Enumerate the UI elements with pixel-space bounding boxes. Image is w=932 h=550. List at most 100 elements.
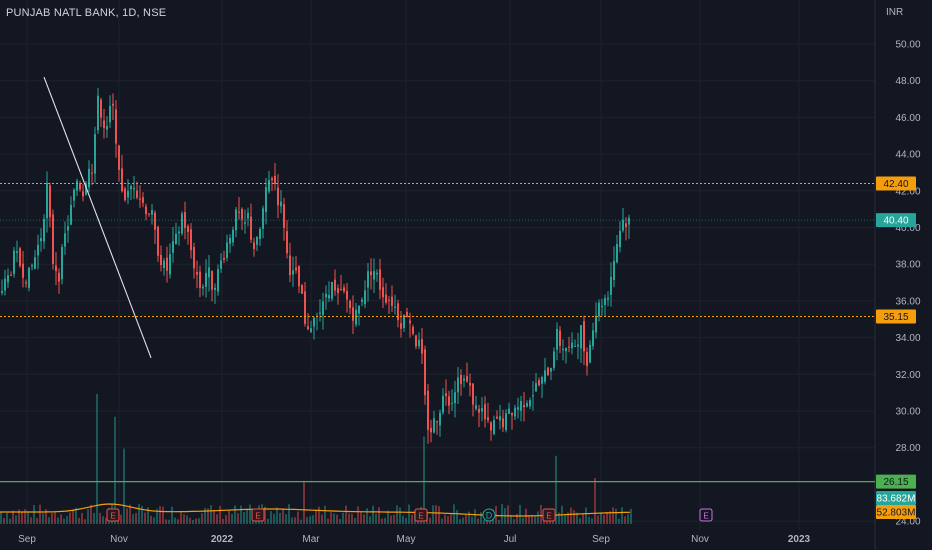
volume-bar [387, 510, 389, 524]
price-axis-tick-label: 28.00 [895, 443, 920, 454]
volume-bar [186, 515, 188, 524]
candle-body [259, 229, 261, 239]
candle-body [622, 219, 624, 231]
volume-bar [585, 507, 587, 524]
candle-body [70, 205, 72, 225]
volume-bar [339, 519, 341, 524]
volume-bar [444, 514, 446, 524]
volume-bar [120, 514, 122, 524]
volume-bar [393, 514, 395, 524]
candle-body [481, 408, 483, 412]
volume-bar [432, 505, 434, 524]
volume-bar [507, 505, 509, 524]
candle-body [157, 226, 159, 256]
candle-body [172, 241, 174, 253]
candle-body [628, 217, 630, 225]
volume-bar [612, 507, 614, 524]
candle-body [28, 267, 30, 288]
candle-body [250, 216, 252, 240]
volume-bar [603, 514, 605, 524]
volume-bar [246, 509, 248, 524]
candle-body [451, 402, 453, 404]
level-tag: 42.40 [883, 179, 908, 190]
candle-body [580, 325, 582, 349]
volume-bar [273, 513, 275, 524]
candle-body [25, 282, 27, 284]
volume-bar [102, 516, 104, 524]
volume-bar [84, 519, 86, 524]
time-axis[interactable]: Sep Nov 2022 Mar May Jul Sep Nov 2023 [18, 534, 810, 545]
volume-bar [459, 519, 461, 524]
candle-body [43, 219, 45, 242]
volume-bar [516, 514, 518, 524]
horizontal-levels[interactable] [0, 182, 875, 483]
candle-body [112, 103, 114, 106]
level-tag-bg [876, 309, 916, 324]
volume-bar [312, 515, 314, 524]
candle-body [136, 190, 138, 198]
volume-bar [501, 504, 503, 524]
volume-bar [114, 416, 116, 524]
volume-bar [570, 507, 572, 524]
volume-bar [3, 518, 5, 524]
volume-bar [411, 514, 413, 524]
price-axis[interactable]: 50.00 48.00 46.00 44.00 42.00 40.00 38.00 36.00… [895, 40, 920, 528]
candle-body [325, 294, 327, 298]
volume-average-tag-bg [876, 505, 916, 519]
candle-body [262, 208, 264, 229]
volume-bar [267, 518, 269, 524]
volume-bar [99, 512, 101, 524]
trendline[interactable] [43, 76, 152, 358]
candle-body [1, 291, 3, 293]
candle-body [334, 279, 336, 291]
volume-bar [615, 508, 617, 524]
candle-body [244, 222, 246, 224]
volume-bar [438, 506, 440, 524]
volume-tag: 83.682M [877, 494, 916, 505]
candle-body [556, 328, 558, 350]
candle-body [427, 390, 429, 430]
candle-body [388, 299, 390, 301]
volume-bar [597, 515, 599, 524]
volume-bar [324, 505, 326, 524]
volume-bar [441, 518, 443, 524]
candle-body [553, 351, 555, 368]
candle-body [130, 185, 132, 190]
volume-bar [405, 517, 407, 524]
candle-body [19, 248, 21, 266]
candle-body [40, 238, 42, 242]
candle-body [67, 226, 69, 231]
candle-body [217, 269, 219, 292]
volume-bar [630, 508, 632, 524]
volume-bar [126, 508, 128, 524]
volume-bar [291, 517, 293, 524]
price-axis-tick-label: 48.00 [895, 76, 920, 87]
volume-bar [609, 511, 611, 524]
candle-body [151, 209, 153, 215]
volume-bar [318, 506, 320, 524]
volume-bar [36, 518, 38, 524]
volume-bar [159, 506, 161, 524]
volume-bar [24, 509, 26, 524]
candle-body [544, 370, 546, 382]
candle-body [271, 178, 273, 181]
candle-body [361, 299, 363, 302]
volume-bar [390, 515, 392, 524]
candle-body [523, 405, 525, 408]
volume-bar [621, 507, 623, 524]
volume-bar [210, 505, 212, 524]
volume-bar [351, 513, 353, 524]
volume-tag-bg [876, 491, 916, 505]
volume-bar [606, 512, 608, 524]
candle-body [220, 260, 222, 269]
volume-bar [240, 505, 242, 524]
volume-bar [171, 506, 173, 524]
volume-bar [18, 509, 20, 524]
candle-body [181, 213, 183, 234]
volume-bar [123, 448, 125, 524]
candle-body [46, 182, 48, 219]
volume-bar [429, 517, 431, 524]
volume-bar [285, 514, 287, 524]
